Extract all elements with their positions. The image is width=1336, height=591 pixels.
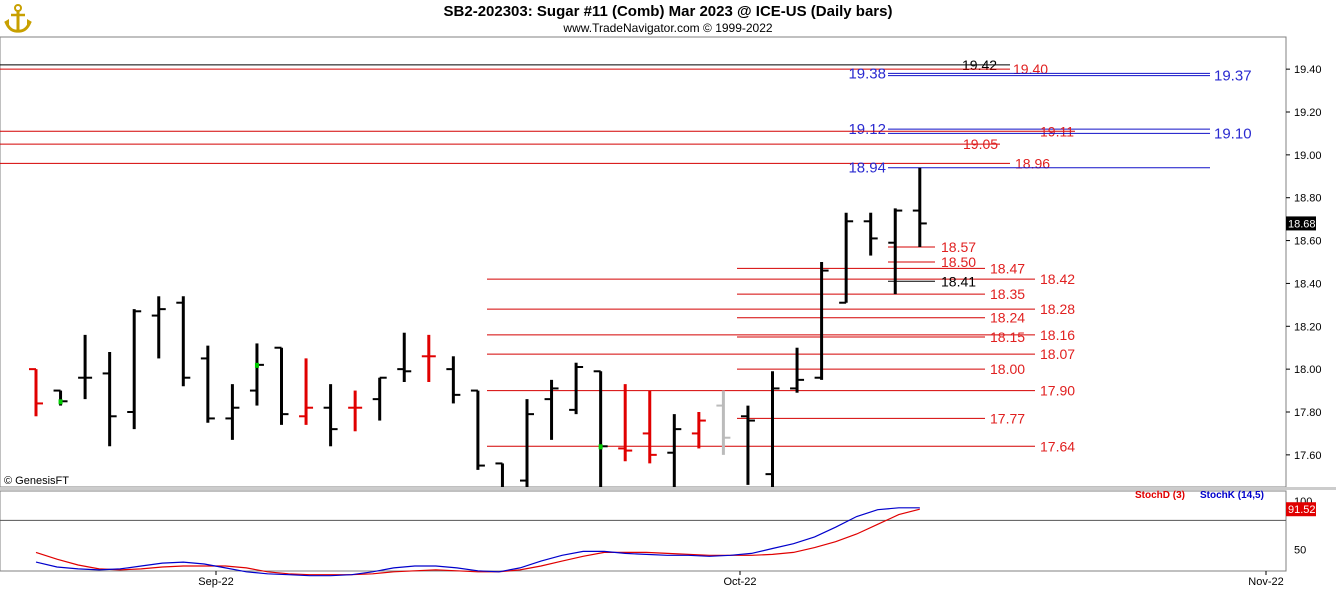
price-level-label: 18.35 bbox=[990, 286, 1025, 302]
price-tick-label: 18.40 bbox=[1294, 278, 1322, 290]
price-level-label: 18.96 bbox=[1015, 155, 1050, 171]
stoch-series-line bbox=[35, 508, 920, 576]
price-level-label: 18.24 bbox=[990, 310, 1025, 326]
chart-subtitle: www.TradeNavigator.com © 1999-2022 bbox=[563, 21, 773, 35]
price-tick-label: 19.40 bbox=[1294, 64, 1322, 76]
price-level-label: 17.77 bbox=[990, 410, 1025, 426]
price-level-label: 18.28 bbox=[1040, 301, 1075, 317]
price-level-label: 18.07 bbox=[1040, 346, 1075, 362]
chart-title: SB2-202303: Sugar #11 (Comb) Mar 2023 @ … bbox=[443, 3, 893, 20]
price-level-label: 19.12 bbox=[848, 121, 886, 138]
price-tick-label: 18.00 bbox=[1294, 364, 1322, 376]
x-tick-label: Nov-22 bbox=[1248, 576, 1283, 588]
price-level-label: 18.57 bbox=[941, 239, 976, 255]
price-tick-label: 19.00 bbox=[1294, 150, 1322, 162]
anchor-logo-icon bbox=[4, 4, 32, 33]
price-level-label: 18.94 bbox=[848, 160, 886, 177]
price-level-label: 18.41 bbox=[941, 273, 976, 289]
price-panel-border bbox=[0, 36, 1287, 488]
price-level-label: 18.50 bbox=[941, 254, 976, 270]
price-level-label: 19.38 bbox=[848, 65, 886, 82]
watermark: © GenesisFT bbox=[4, 475, 69, 487]
price-tick-label: 18.20 bbox=[1294, 321, 1322, 333]
price-bar-signal-mark bbox=[254, 362, 259, 368]
price-level-label: 18.00 bbox=[990, 361, 1025, 377]
last-price-label: 18.68 bbox=[1288, 218, 1316, 230]
price-bar-signal-mark bbox=[58, 399, 63, 405]
x-axis: Sep-22 Oct-22 Nov-22 bbox=[198, 571, 1284, 588]
price-level-label: 19.11 bbox=[1040, 123, 1074, 139]
price-levels: 19.42 19.40 19.38 19.37 19.12 19.11 19.10 19.05… bbox=[0, 57, 1252, 454]
price-level-label: 17.90 bbox=[1040, 383, 1075, 399]
stoch-value-label: 91.52 bbox=[1288, 504, 1316, 516]
stoch-legend-d: StochD (3) bbox=[1135, 490, 1185, 501]
price-tick-label: 18.80 bbox=[1294, 193, 1322, 205]
x-tick-label: Sep-22 bbox=[198, 576, 233, 588]
stoch-tick-label: 50 bbox=[1294, 545, 1306, 557]
stoch-value-badge bbox=[1286, 502, 1316, 517]
stoch-panel-border bbox=[0, 490, 1287, 572]
price-tick-label: 17.60 bbox=[1294, 450, 1322, 462]
price-level-label: 18.15 bbox=[990, 329, 1025, 345]
price-level-label: 19.37 bbox=[1214, 68, 1252, 85]
price-tick-label: 18.60 bbox=[1294, 236, 1322, 248]
x-tick-label: Oct-22 bbox=[723, 576, 756, 588]
price-axis: 19.40 19.20 19.00 18.80 18.60 18.40 18.20 18.00… bbox=[1286, 64, 1322, 462]
price-level-label: 18.16 bbox=[1040, 327, 1075, 343]
price-level-label: 19.42 bbox=[962, 57, 997, 73]
price-tick-label: 17.80 bbox=[1294, 407, 1322, 419]
stoch-legend-k: StochK (14,5) bbox=[1200, 490, 1264, 501]
price-level-label: 18.42 bbox=[1040, 271, 1075, 287]
price-level-label: 19.05 bbox=[963, 136, 998, 152]
price-tick-label: 19.20 bbox=[1294, 107, 1322, 119]
price-level-label: 18.47 bbox=[990, 260, 1025, 276]
last-price-badge bbox=[1286, 216, 1316, 231]
price-level-label: 19.10 bbox=[1214, 125, 1252, 142]
stoch-series-line bbox=[35, 507, 920, 577]
price-bar-signal-mark bbox=[598, 444, 603, 450]
chart-frame bbox=[0, 36, 1336, 572]
price-level-label: 19.40 bbox=[1013, 61, 1048, 77]
price-level-label: 17.64 bbox=[1040, 438, 1075, 454]
price-bars bbox=[29, 167, 927, 487]
